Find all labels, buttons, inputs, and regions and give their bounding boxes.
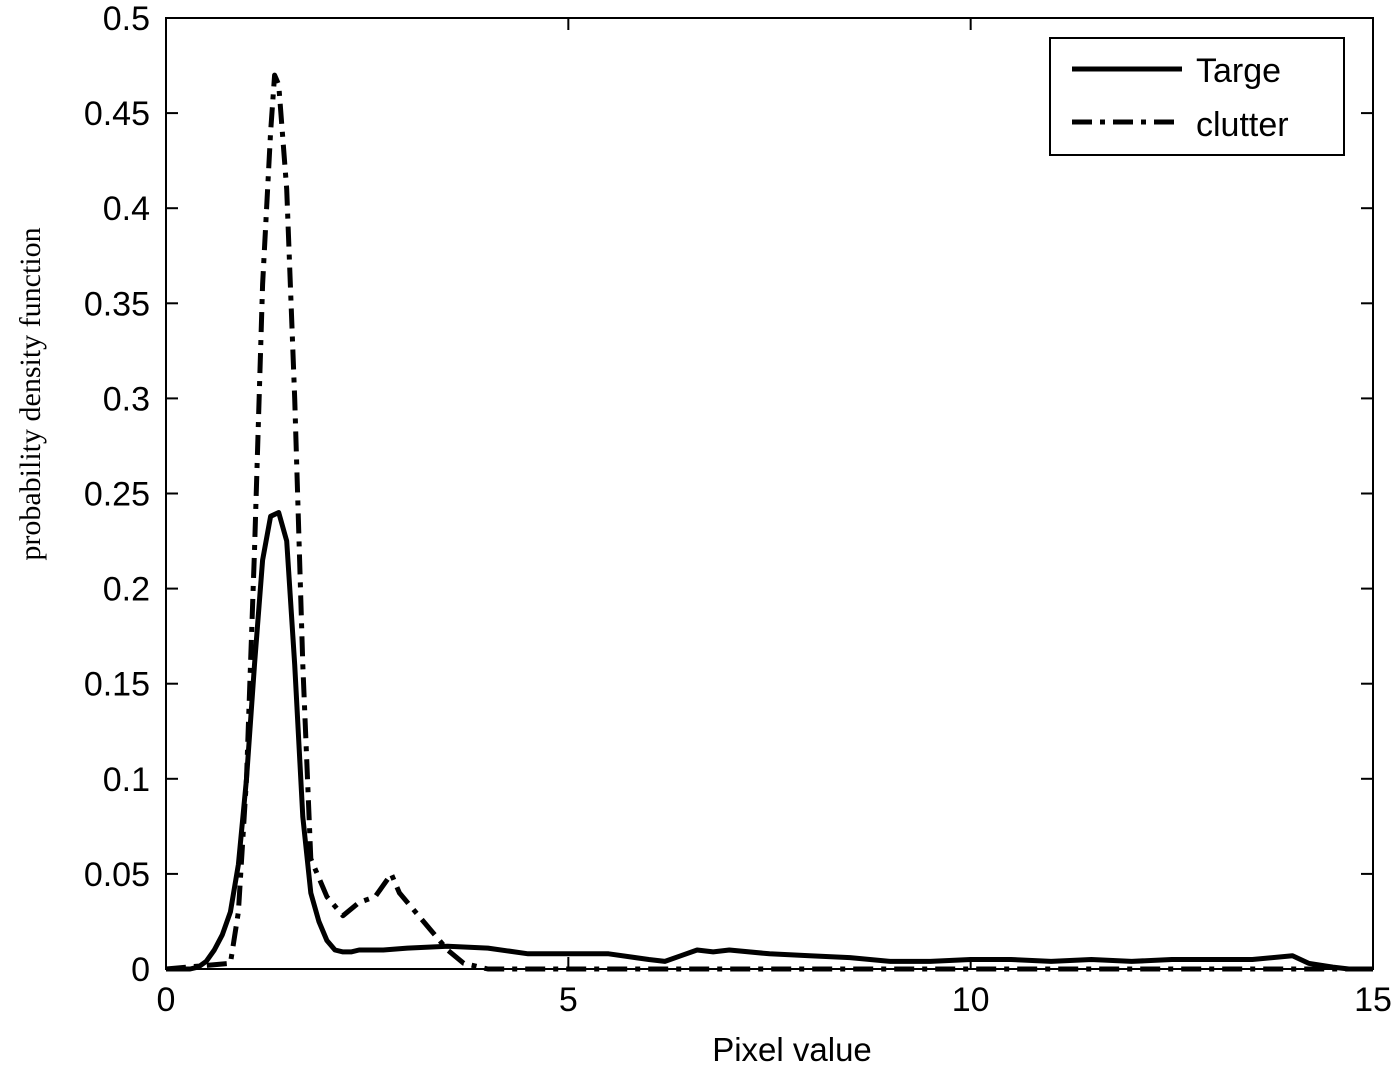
- plot-area: [166, 18, 1373, 969]
- legend: Targe clutter: [1049, 37, 1345, 156]
- x-tick-label: 15: [1354, 981, 1392, 1019]
- legend-label-targe: Targe: [1196, 52, 1281, 90]
- plot-frame: [165, 17, 1374, 970]
- x-tick-label: 5: [559, 981, 578, 1019]
- y-tick-label: 0: [131, 951, 150, 989]
- legend-label-clutter: clutter: [1196, 106, 1289, 144]
- y-tick-label: 0.35: [84, 285, 150, 323]
- legend-box: [1049, 37, 1345, 156]
- y-tick-label: 0.3: [103, 380, 150, 418]
- y-tick-label: 0.15: [84, 666, 150, 704]
- y-axis-title: probability density function: [14, 227, 47, 560]
- y-tick-label: 0.5: [103, 0, 150, 38]
- series-line-clutter: [165, 72, 1373, 972]
- y-tick-label: 0.25: [84, 476, 150, 514]
- x-axis-title: Pixel value: [712, 1031, 872, 1068]
- y-tick-label: 0.2: [103, 571, 150, 609]
- y-tick-label: 0.45: [84, 95, 150, 133]
- series-line-targe: [166, 510, 1373, 972]
- x-tick-label: 0: [157, 981, 176, 1019]
- y-tick-label: 0.05: [84, 856, 150, 894]
- x-tick-label: 10: [952, 981, 990, 1019]
- y-tick-label: 0.1: [103, 761, 150, 799]
- y-tick-label: 0.4: [103, 190, 150, 228]
